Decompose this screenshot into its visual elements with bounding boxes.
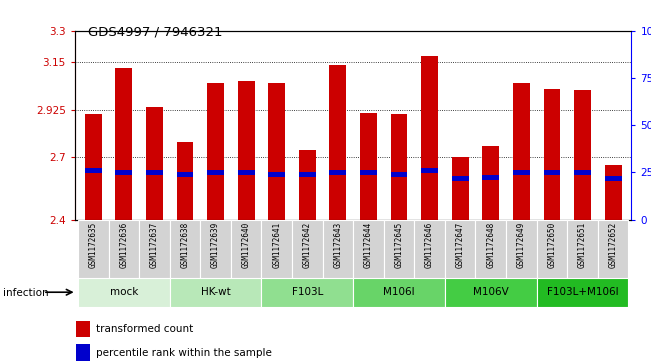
Text: mock: mock [109,287,138,297]
Bar [170,278,262,307]
Text: M106V: M106V [473,287,508,297]
Bar [544,89,561,220]
Bar [452,176,469,181]
Text: GSM1172636: GSM1172636 [119,221,128,268]
Bar [482,175,499,180]
Text: GSM1172646: GSM1172646 [425,221,434,268]
Bar [421,56,438,220]
Bar [544,170,561,175]
Bar [85,114,102,220]
Bar [360,113,377,220]
Bar [238,170,255,175]
Text: GSM1172639: GSM1172639 [211,221,220,268]
Text: GSM1172649: GSM1172649 [517,221,526,268]
Text: HK-wt: HK-wt [201,287,230,297]
Bar [513,170,530,175]
Text: GSM1172651: GSM1172651 [578,221,587,268]
Bar [574,170,591,175]
Bar [421,168,438,173]
Bar [598,220,628,278]
Text: GSM1172638: GSM1172638 [180,221,189,268]
Bar [360,170,377,175]
Bar [475,220,506,278]
Text: GSM1172643: GSM1172643 [333,221,342,268]
Text: F103L+M106I: F103L+M106I [547,287,618,297]
Text: GSM1172642: GSM1172642 [303,221,312,268]
Bar [513,83,530,220]
Bar [201,220,231,278]
Bar [323,220,353,278]
Text: GSM1172652: GSM1172652 [609,221,618,268]
Bar [146,170,163,175]
Bar [207,83,224,220]
Bar [231,220,262,278]
Text: F103L: F103L [292,287,323,297]
Bar [536,220,567,278]
Bar [76,321,90,337]
Bar [76,344,90,361]
Bar [353,220,383,278]
Text: GSM1172637: GSM1172637 [150,221,159,268]
Bar [445,220,475,278]
Bar [391,114,408,220]
Bar [78,220,109,278]
Bar [262,278,353,307]
Bar [574,90,591,220]
Text: GSM1172648: GSM1172648 [486,221,495,268]
Bar [170,220,201,278]
Text: infection: infection [3,288,49,298]
Bar [115,170,132,175]
Bar [329,65,346,220]
Bar [605,165,622,220]
Bar [452,157,469,220]
Text: M106I: M106I [383,287,415,297]
Text: GSM1172641: GSM1172641 [272,221,281,268]
Bar [536,278,628,307]
Bar [268,83,285,220]
Bar [383,220,414,278]
Bar [115,68,132,220]
Bar [353,278,445,307]
Bar [391,172,408,177]
Text: GDS4997 / 7946321: GDS4997 / 7946321 [88,25,223,38]
Bar [605,176,622,181]
Bar [329,170,346,175]
Text: GSM1172635: GSM1172635 [89,221,98,268]
Text: percentile rank within the sample: percentile rank within the sample [96,348,271,358]
Bar [292,220,323,278]
Bar [109,220,139,278]
Text: GSM1172645: GSM1172645 [395,221,404,268]
Bar [146,107,163,220]
Bar [78,278,170,307]
Text: GSM1172647: GSM1172647 [456,221,465,268]
Text: GSM1172650: GSM1172650 [547,221,557,268]
Text: GSM1172640: GSM1172640 [242,221,251,268]
Bar [176,172,193,177]
Bar [268,172,285,177]
Bar [299,172,316,177]
Bar [445,278,536,307]
Text: GSM1172644: GSM1172644 [364,221,373,268]
Bar [506,220,536,278]
Bar [139,220,170,278]
Bar [482,146,499,220]
Bar [299,150,316,220]
Bar [176,142,193,220]
Bar [207,170,224,175]
Bar [262,220,292,278]
Bar [414,220,445,278]
Bar [85,168,102,173]
Bar [567,220,598,278]
Bar [238,81,255,220]
Text: transformed count: transformed count [96,324,193,334]
